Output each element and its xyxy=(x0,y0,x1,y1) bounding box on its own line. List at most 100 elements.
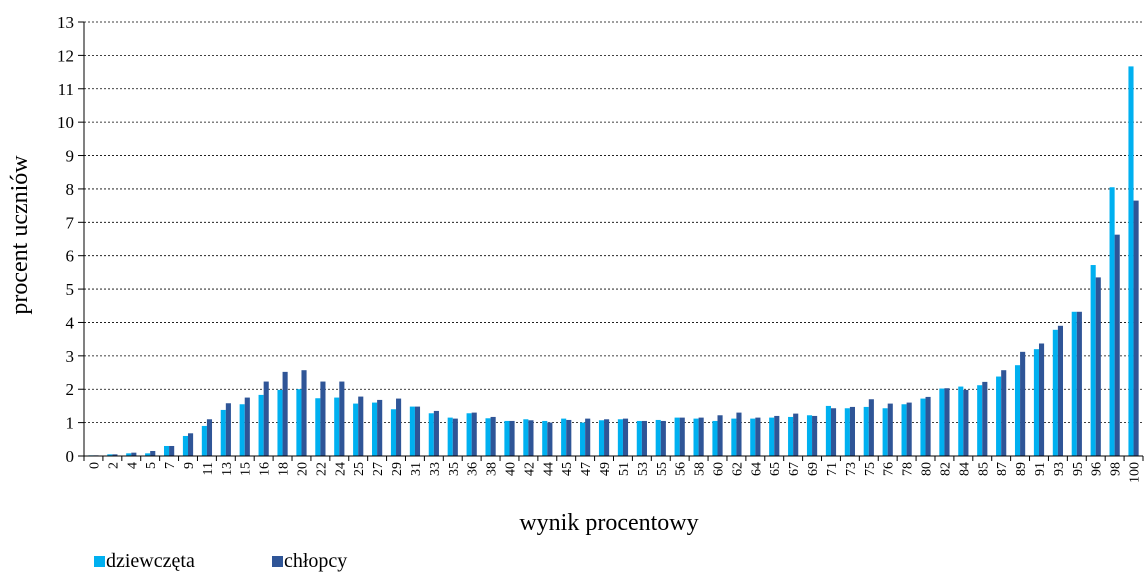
bar-chlopcy xyxy=(698,417,704,456)
bar-dziewczeta xyxy=(466,413,472,456)
bar-chlopcy xyxy=(812,415,818,456)
x-tick-label: 69 xyxy=(806,462,821,476)
y-tick-label: 13 xyxy=(57,13,74,32)
legend-label-chlopcy: chłopcy xyxy=(284,550,347,572)
x-tick-label: 64 xyxy=(749,462,764,476)
bar-dziewczeta xyxy=(655,419,661,456)
y-tick-label: 8 xyxy=(66,180,75,199)
x-tick-label: 53 xyxy=(636,462,651,476)
bar-dziewczeta xyxy=(731,418,737,456)
x-axis-title: wynik procentowy xyxy=(519,510,698,536)
legend: dziewczęta chłopcy xyxy=(94,550,347,572)
x-tick-label: 65 xyxy=(768,462,783,476)
bar-chlopcy xyxy=(717,415,723,456)
x-tick-label: 35 xyxy=(447,462,462,476)
legend-label-dziewczeta: dziewczęta xyxy=(106,550,195,572)
x-tick-label: 5 xyxy=(144,462,159,469)
x-tick-label: 76 xyxy=(882,462,897,476)
x-tick-label: 75 xyxy=(863,462,878,476)
bar-chlopcy xyxy=(150,450,156,456)
bar-dziewczeta xyxy=(1052,329,1058,456)
bar-dziewczeta xyxy=(315,398,321,456)
bar-dziewczeta xyxy=(958,386,964,456)
bar-dziewczeta xyxy=(977,385,983,456)
bar-dziewczeta xyxy=(939,388,945,456)
bar-chlopcy xyxy=(320,381,326,456)
bar-chlopcy xyxy=(1095,277,1101,456)
bar-dziewczeta xyxy=(1128,66,1134,456)
x-tick-label: 62 xyxy=(730,462,745,476)
bar-chlopcy xyxy=(982,381,988,456)
x-tick-label: 49 xyxy=(598,462,613,476)
bar-chlopcy xyxy=(396,398,402,456)
bar-chlopcy xyxy=(1057,325,1064,456)
bar-chlopcy xyxy=(641,420,647,456)
y-tick-label: 4 xyxy=(66,313,75,332)
bar-chlopcy xyxy=(339,381,345,456)
bar-chlopcy xyxy=(377,399,383,456)
bar-dziewczeta xyxy=(1071,311,1077,456)
x-tick-label: 58 xyxy=(693,462,708,476)
bar-chlopcy xyxy=(1038,343,1045,456)
bar-dziewczeta xyxy=(806,415,813,456)
x-tick-label: 9 xyxy=(182,462,197,469)
y-tick-label: 11 xyxy=(58,80,74,99)
bar-dziewczeta xyxy=(580,422,586,456)
bar-dziewczeta xyxy=(182,435,189,456)
y-tick-label: 6 xyxy=(66,247,75,266)
bar-chlopcy xyxy=(849,406,855,456)
x-tick-label: 2 xyxy=(106,462,121,469)
bar-dziewczeta xyxy=(163,445,170,456)
x-tick-label: 51 xyxy=(617,462,632,476)
bar-chlopcy xyxy=(1114,234,1120,456)
bar-dziewczeta xyxy=(863,406,869,456)
bar-chlopcy xyxy=(793,413,799,456)
y-tick-label: 7 xyxy=(66,213,75,232)
bar-chlopcy xyxy=(1076,311,1082,456)
bar-chlopcy xyxy=(774,415,780,456)
bars-group xyxy=(88,66,1139,456)
x-tick-label: 96 xyxy=(1090,462,1105,476)
x-tick-label: 56 xyxy=(674,462,689,476)
x-tick-label: 98 xyxy=(1109,462,1124,476)
x-tick-label: 67 xyxy=(787,462,802,476)
bar-chlopcy xyxy=(206,419,213,456)
bar-chlopcy xyxy=(282,371,288,456)
x-tick-label: 20 xyxy=(295,462,310,476)
x-tick-label: 25 xyxy=(352,462,367,476)
bar-chlopcy xyxy=(414,406,421,456)
x-tick-label: 29 xyxy=(390,462,405,476)
bar-dziewczeta xyxy=(145,453,151,456)
x-tick-label: 11 xyxy=(201,462,216,475)
x-tick-label: 42 xyxy=(522,462,537,476)
x-tick-label: 38 xyxy=(485,462,500,476)
bar-dziewczeta xyxy=(258,394,264,456)
bar-chlopcy xyxy=(131,452,137,456)
x-tick-label: 100 xyxy=(1128,462,1143,483)
bar-dziewczeta xyxy=(542,420,548,456)
bar-dziewczeta xyxy=(617,419,623,456)
bar-dziewczeta xyxy=(220,409,226,456)
x-tick-label: 24 xyxy=(333,462,348,476)
bar-chlopcy xyxy=(188,433,194,456)
bar-chlopcy xyxy=(604,419,610,456)
bar-dziewczeta xyxy=(201,425,207,456)
bar-chlopcy xyxy=(868,399,874,456)
bar-dziewczeta xyxy=(447,417,453,456)
bar-chlopcy xyxy=(679,417,685,456)
x-tick-label: 16 xyxy=(258,462,273,476)
y-axis-title: procent uczniów xyxy=(7,155,33,315)
bar-dziewczeta xyxy=(693,418,699,456)
x-tick-label: 45 xyxy=(560,462,575,476)
bar-chlopcy xyxy=(963,389,969,456)
x-tick-label: 4 xyxy=(125,462,140,469)
bar-dziewczeta xyxy=(882,408,888,456)
x-tick-label: 27 xyxy=(371,462,386,476)
x-tick-label: 78 xyxy=(901,462,916,476)
bar-dziewczeta xyxy=(296,389,302,456)
bar-dziewczeta xyxy=(825,405,831,456)
bar-chlopcy xyxy=(1001,370,1007,456)
x-tick-label: 89 xyxy=(1014,462,1029,476)
